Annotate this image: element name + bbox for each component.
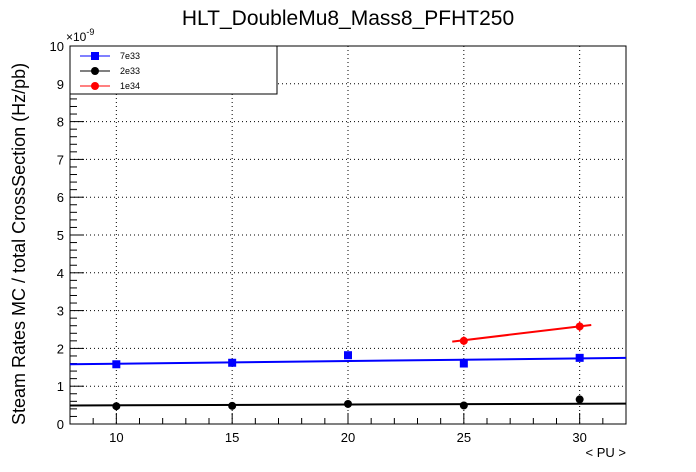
y-tick-label: 7 — [57, 152, 64, 167]
data-point-2e33 — [228, 401, 237, 410]
legend-marker-2e33 — [91, 67, 99, 75]
legend-marker-1e34 — [91, 82, 99, 90]
y-axis-label: Steam Rates MC / total CrossSection (Hz/… — [9, 63, 29, 425]
legend-box — [69, 45, 278, 95]
legend-marker-7e33 — [91, 52, 99, 60]
y-exponent-base: ×10 — [66, 30, 87, 44]
data-point-1e34 — [575, 322, 584, 331]
data-point-2e33 — [575, 395, 584, 404]
y-tick-label: 4 — [57, 266, 64, 281]
y-tick-label: 0 — [57, 417, 64, 432]
fit-line-1e34 — [452, 323, 592, 343]
y-tick-label: 6 — [57, 190, 64, 205]
y-tick-label: 9 — [57, 77, 64, 92]
data-point-2e33 — [459, 401, 468, 410]
y-exponent: ×10-9 — [66, 27, 94, 44]
legend-label-7e33: 7e33 — [120, 51, 140, 61]
x-tick-label: 15 — [225, 430, 239, 445]
legend-label-1e34: 1e34 — [120, 81, 140, 91]
y-tick-label: 2 — [57, 341, 64, 356]
y-tick-label: 1 — [57, 379, 64, 394]
data-point-2e33 — [112, 402, 121, 411]
fit-lines — [69, 323, 627, 407]
data-point-7e33 — [228, 358, 237, 367]
x-tick-label: 20 — [341, 430, 355, 445]
legend: 7e33 2e33 1e34 — [69, 45, 278, 95]
fit-line-7e33 — [69, 356, 627, 366]
data-points — [112, 321, 584, 411]
data-point-1e34 — [459, 336, 468, 345]
x-axis-label: < PU > — [586, 445, 626, 460]
y-tick-label: 3 — [57, 304, 64, 319]
x-tick-label: 25 — [457, 430, 471, 445]
data-point-2e33 — [344, 399, 352, 408]
y-tick-label: 10 — [50, 39, 64, 54]
y-tick-label: 5 — [57, 228, 64, 243]
chart-title: HLT_DoubleMu8_Mass8_PFHT250 — [182, 7, 514, 30]
data-point-7e33 — [112, 360, 121, 369]
data-point-7e33 — [344, 351, 352, 360]
data-point-7e33 — [575, 353, 584, 362]
x-tick-label: 10 — [109, 430, 123, 445]
axes: 10 15 20 25 30 0 1 2 3 4 5 6 7 8 9 10 — [50, 39, 627, 445]
legend-label-2e33: 2e33 — [120, 66, 140, 76]
y-tick-label: 8 — [57, 115, 64, 130]
y-exponent-power: -9 — [86, 27, 94, 37]
grid — [70, 46, 626, 424]
x-tick-label: 30 — [572, 430, 586, 445]
data-point-7e33 — [459, 359, 468, 368]
